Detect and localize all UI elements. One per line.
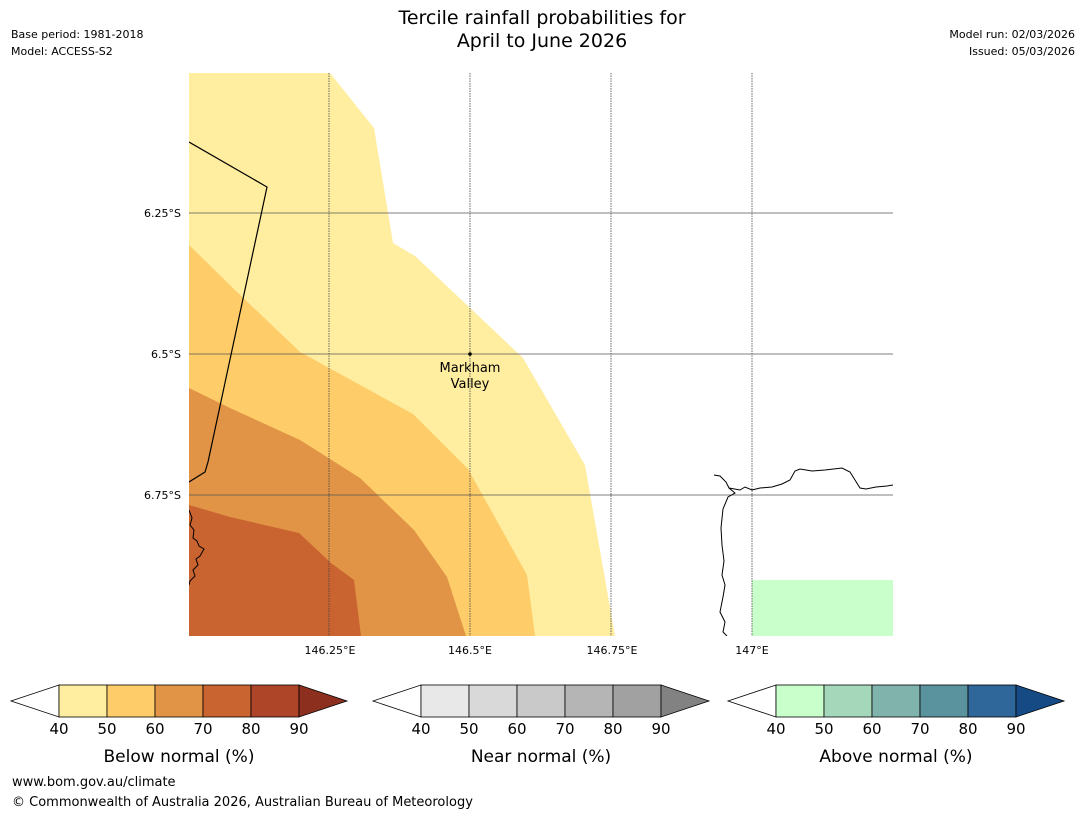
below-normal-swatch-70 — [202, 684, 252, 718]
coastline-east — [713, 474, 736, 636]
colorbar-below-normal: 40 50 60 70 80 90 Below normal (%) — [9, 684, 349, 767]
below-normal-over-arrow — [298, 684, 349, 718]
below-normal-label: Below normal (%) — [104, 747, 255, 767]
above-normal-under-arrow — [726, 684, 777, 718]
lat-label-6-75: 6.75°S — [144, 489, 181, 502]
below-normal-under-arrow — [9, 684, 60, 718]
base-period: Base period: 1981-2018 — [11, 28, 144, 41]
near-normal-tick-90: 90 — [651, 720, 670, 738]
below-normal-tick-90: 90 — [289, 720, 308, 738]
model-name: Model: ACCESS-S2 — [11, 45, 113, 58]
above-normal-label: Above normal (%) — [819, 747, 972, 767]
footer-url: www.bom.gov.au/climate — [12, 775, 176, 790]
below-normal-tick-40: 40 — [49, 720, 68, 738]
location-marker — [468, 352, 472, 356]
latitude-gridlines — [189, 212, 893, 496]
footer-copyright: © Commonwealth of Australia 2026, Austra… — [12, 795, 473, 810]
coastline-west — [189, 509, 205, 586]
below-normal-tick-70: 70 — [193, 720, 212, 738]
provincial-border — [189, 141, 268, 483]
colorbar-above-normal: 40 50 60 70 80 90 Above normal (%) — [726, 684, 1066, 767]
below-normal-tick-50: 50 — [97, 720, 116, 738]
near-normal-under-arrow — [371, 684, 422, 718]
above-normal-tick-50: 50 — [814, 720, 833, 738]
lat-label-6-25: 6.25°S — [144, 207, 181, 220]
near-normal-tick-70: 70 — [555, 720, 574, 738]
lon-label-146-25: 146.25°E — [305, 644, 356, 657]
lat-label-6-5: 6.5°S — [151, 348, 181, 361]
title-line-2: April to June 2026 — [456, 30, 628, 52]
above-normal-tick-60: 60 — [862, 720, 881, 738]
near-normal-tick-40: 40 — [411, 720, 430, 738]
below-normal-swatch-60 — [154, 684, 204, 718]
near-normal-swatch-40 — [420, 684, 470, 718]
above-normal-40-50-region — [752, 580, 893, 636]
near-normal-tick-50: 50 — [459, 720, 478, 738]
run-info: Model run: 02/03/2026 Issued: 05/03/2026 — [949, 26, 1075, 60]
near-normal-swatch-70 — [564, 684, 614, 718]
above-normal-swatch-40 — [775, 684, 825, 718]
above-normal-swatch-70 — [919, 684, 969, 718]
below-normal-swatch-50 — [106, 684, 156, 718]
below-normal-swatch-80 — [250, 684, 300, 718]
near-normal-swatch-80 — [612, 684, 662, 718]
issued-date: Issued: 05/03/2026 — [968, 45, 1075, 58]
above-normal-tick-40: 40 — [766, 720, 785, 738]
lon-label-146-75: 146.75°E — [587, 644, 638, 657]
near-normal-swatch-50 — [468, 684, 518, 718]
above-normal-swatch-80 — [967, 684, 1017, 718]
below-normal-tick-60: 60 — [145, 720, 164, 738]
model-info: Base period: 1981-2018 Model: ACCESS-S2 — [11, 26, 143, 60]
model-run-date: Model run: 02/03/2026 — [949, 28, 1075, 41]
lon-label-147: 147°E — [735, 644, 768, 657]
near-normal-over-arrow — [660, 684, 711, 718]
above-normal-over-arrow — [1015, 684, 1066, 718]
location-label-line-2: Valley — [451, 377, 490, 392]
location-label-line-1: Markham — [440, 361, 501, 376]
title-line-1: Tercile rainfall probabilities for — [398, 7, 686, 29]
lon-label-146-5: 146.5°E — [448, 644, 492, 657]
coastline-north — [728, 467, 893, 491]
near-normal-label: Near normal (%) — [471, 747, 611, 767]
near-normal-tick-80: 80 — [603, 720, 622, 738]
below-normal-tick-80: 80 — [241, 720, 260, 738]
above-normal-tick-90: 90 — [1006, 720, 1025, 738]
near-normal-tick-60: 60 — [507, 720, 526, 738]
colorbar-near-normal: 40 50 60 70 80 90 Near normal (%) — [371, 684, 711, 767]
above-normal-tick-80: 80 — [958, 720, 977, 738]
below-normal-swatch-40 — [58, 684, 108, 718]
above-normal-swatch-50 — [823, 684, 873, 718]
above-normal-tick-70: 70 — [910, 720, 929, 738]
near-normal-swatch-60 — [516, 684, 566, 718]
map-panel — [189, 73, 893, 636]
page-title: Tercile rainfall probabilities for April… — [342, 7, 742, 53]
above-normal-swatch-60 — [871, 684, 921, 718]
below-normal-70-80-region — [189, 505, 361, 636]
